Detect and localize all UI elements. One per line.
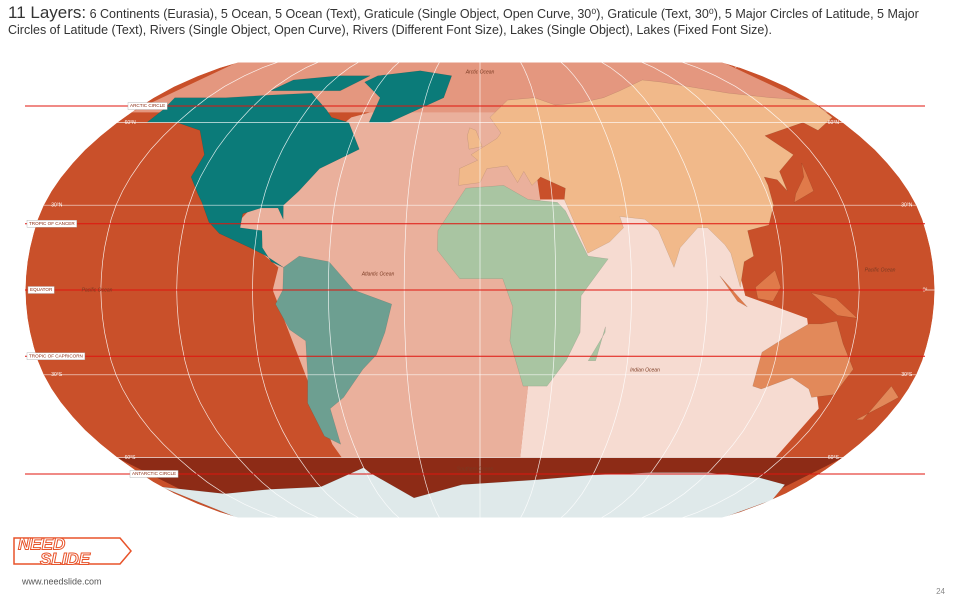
latitude-label: 60°S [828, 455, 840, 461]
longitude-label: 120°W [299, 518, 314, 524]
ocean-label: Southern Ocean [457, 466, 494, 472]
longitude-label: 120°E [617, 518, 631, 524]
latitude-label: 30°N [901, 203, 913, 209]
longitude-label: 60°W [380, 57, 393, 63]
circle-label: ANTARCTIC CIRCLE [132, 471, 176, 476]
sumatra [719, 275, 748, 308]
logo-frame [13, 537, 132, 565]
logo-bottom: SLIDE [40, 549, 91, 568]
arctic-islands [270, 75, 371, 92]
north-america [146, 92, 360, 268]
pole-label: 90°S [211, 513, 223, 519]
australia [752, 320, 854, 398]
longitude-label: 90°W [340, 57, 353, 63]
new-zealand [855, 385, 899, 421]
longitude-label: 30°E [499, 57, 511, 63]
circle-label-box [127, 102, 168, 110]
latitude-label: 0° [19, 287, 24, 293]
borneo [755, 269, 781, 302]
latitude-label: 30°S [901, 372, 913, 378]
longitude-label: 0° [463, 518, 468, 524]
title: 11 Layers: 6 Continents (Eurasia), 5 Oce… [8, 3, 943, 38]
circle-label-box [129, 470, 179, 478]
eurasia [458, 79, 833, 288]
longitude-label: 90°E [579, 518, 591, 524]
longitude-label: 60°E [539, 518, 551, 524]
longitude-label: 120°W [299, 57, 314, 63]
madagascar [587, 326, 606, 361]
circle-label-box [26, 352, 86, 360]
title-text: 6 Continents (Eurasia), 5 Ocean, 5 Ocean… [8, 7, 919, 37]
longitude-label: 60°E [539, 57, 551, 63]
latitude-label: 60°N [828, 120, 840, 126]
longitude-label: 0° [463, 57, 468, 63]
longitude-label: 150°W [259, 57, 274, 63]
pole-label: 90°N [210, 63, 222, 69]
ocean-label: Atlantic Ocean [361, 271, 395, 277]
longitude-label: 60°W [380, 518, 393, 524]
ocean-label: Pacific Ocean [82, 287, 113, 293]
antarctica [161, 467, 786, 518]
longitude-label: 120°E [617, 57, 631, 63]
longitude-label: 30°E [499, 518, 511, 524]
map-outline [24, 61, 936, 519]
longitude-label: 90°W [340, 518, 353, 524]
circle-label-box [26, 220, 77, 228]
circle-label-box [27, 286, 55, 294]
circle-label: TROPIC OF CAPRICORN [29, 353, 83, 358]
ocean-label: Indian Ocean [630, 367, 660, 373]
longitude-label: 30°W [419, 57, 432, 63]
circle-label: ARCTIC CIRCLE [130, 103, 165, 108]
ocean-label: Arctic Ocean [465, 69, 495, 75]
longitude-label: 150°E [657, 57, 671, 63]
latitude-label: 30°S [51, 372, 63, 378]
latitude-label: 30°N [51, 203, 63, 209]
latitude-label: 60°S [125, 455, 137, 461]
pole-label: 90°N [734, 63, 746, 69]
circle-label: EQUATOR [30, 287, 53, 292]
logo: NEED SLIDE [13, 534, 132, 569]
ocean-label: Pacific Ocean [865, 267, 896, 273]
longitude-label: 30°W [419, 518, 432, 524]
longitude-label: 180°E [696, 57, 710, 63]
longitude-label: 150°E [657, 518, 671, 524]
longitude-label: 90°E [579, 57, 591, 63]
longitude-label: 150°W [259, 518, 274, 524]
longitude-label: 180°E [696, 518, 710, 524]
circle-label: TROPIC OF CANCER [29, 221, 75, 226]
url: www.needslide.com [21, 576, 102, 586]
japan [793, 162, 814, 203]
page-number: 24 [936, 587, 945, 596]
pole-label: 90°S [735, 513, 747, 519]
logo-top: NEED [18, 534, 65, 553]
title-heading: 11 Layers: [8, 3, 87, 22]
latitude-label: 60°N [125, 120, 137, 126]
